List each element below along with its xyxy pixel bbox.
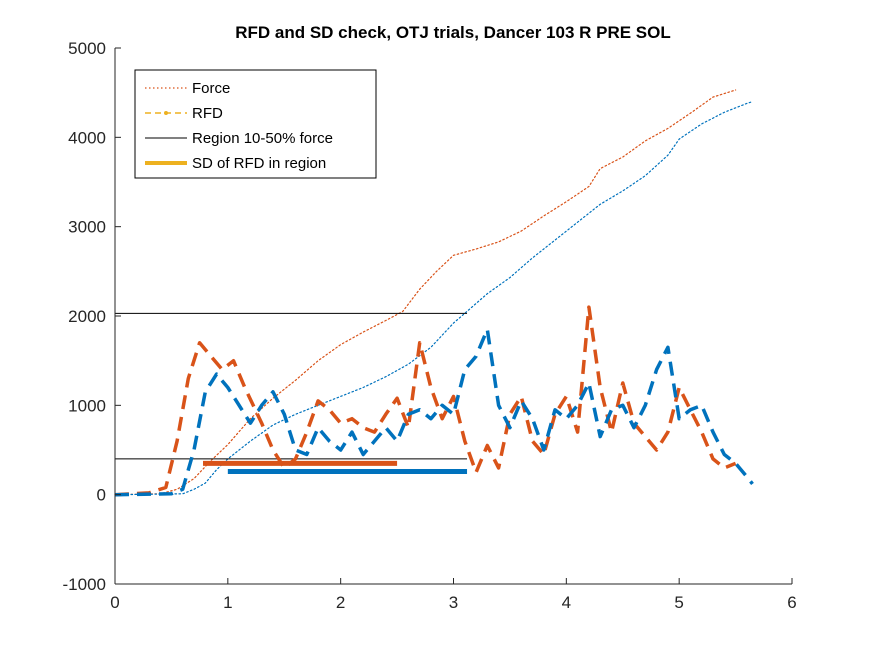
x-tick-label: 4 bbox=[562, 593, 571, 612]
x-tick-label: 3 bbox=[449, 593, 458, 612]
x-tick-label: 2 bbox=[336, 593, 345, 612]
plot-area bbox=[114, 89, 754, 497]
x-tick-label: 6 bbox=[787, 593, 796, 612]
legend-box bbox=[134, 69, 377, 179]
legend-label-4: SD of RFD in region bbox=[192, 155, 326, 172]
y-tick-label: 2000 bbox=[68, 307, 106, 326]
y-tick-label: 1000 bbox=[68, 396, 106, 415]
x-tick-label: 5 bbox=[674, 593, 683, 612]
rfd-line-1 bbox=[114, 305, 737, 497]
chart-title: RFD and SD check, OTJ trials, Dancer 103… bbox=[235, 23, 671, 42]
y-tick-label: 0 bbox=[97, 486, 106, 505]
rfd-line-2 bbox=[114, 327, 754, 497]
legend-label-3: Region 10-50% force bbox=[192, 130, 333, 147]
y-tick-label: 3000 bbox=[68, 218, 106, 237]
legend: Force RFD Region 10-50% force SD of RFD in … bbox=[134, 69, 377, 179]
x-tick-label: 1 bbox=[223, 593, 232, 612]
y-tick-label: 4000 bbox=[68, 128, 106, 147]
force-line-1 bbox=[114, 89, 737, 496]
legend-marker bbox=[164, 111, 168, 115]
legend-label-1: Force bbox=[192, 80, 230, 97]
y-tick-label: 5000 bbox=[68, 39, 106, 58]
y-tick-label: -1000 bbox=[63, 575, 106, 594]
legend-label-2: RFD bbox=[192, 105, 223, 122]
x-tick-label: 0 bbox=[110, 593, 119, 612]
